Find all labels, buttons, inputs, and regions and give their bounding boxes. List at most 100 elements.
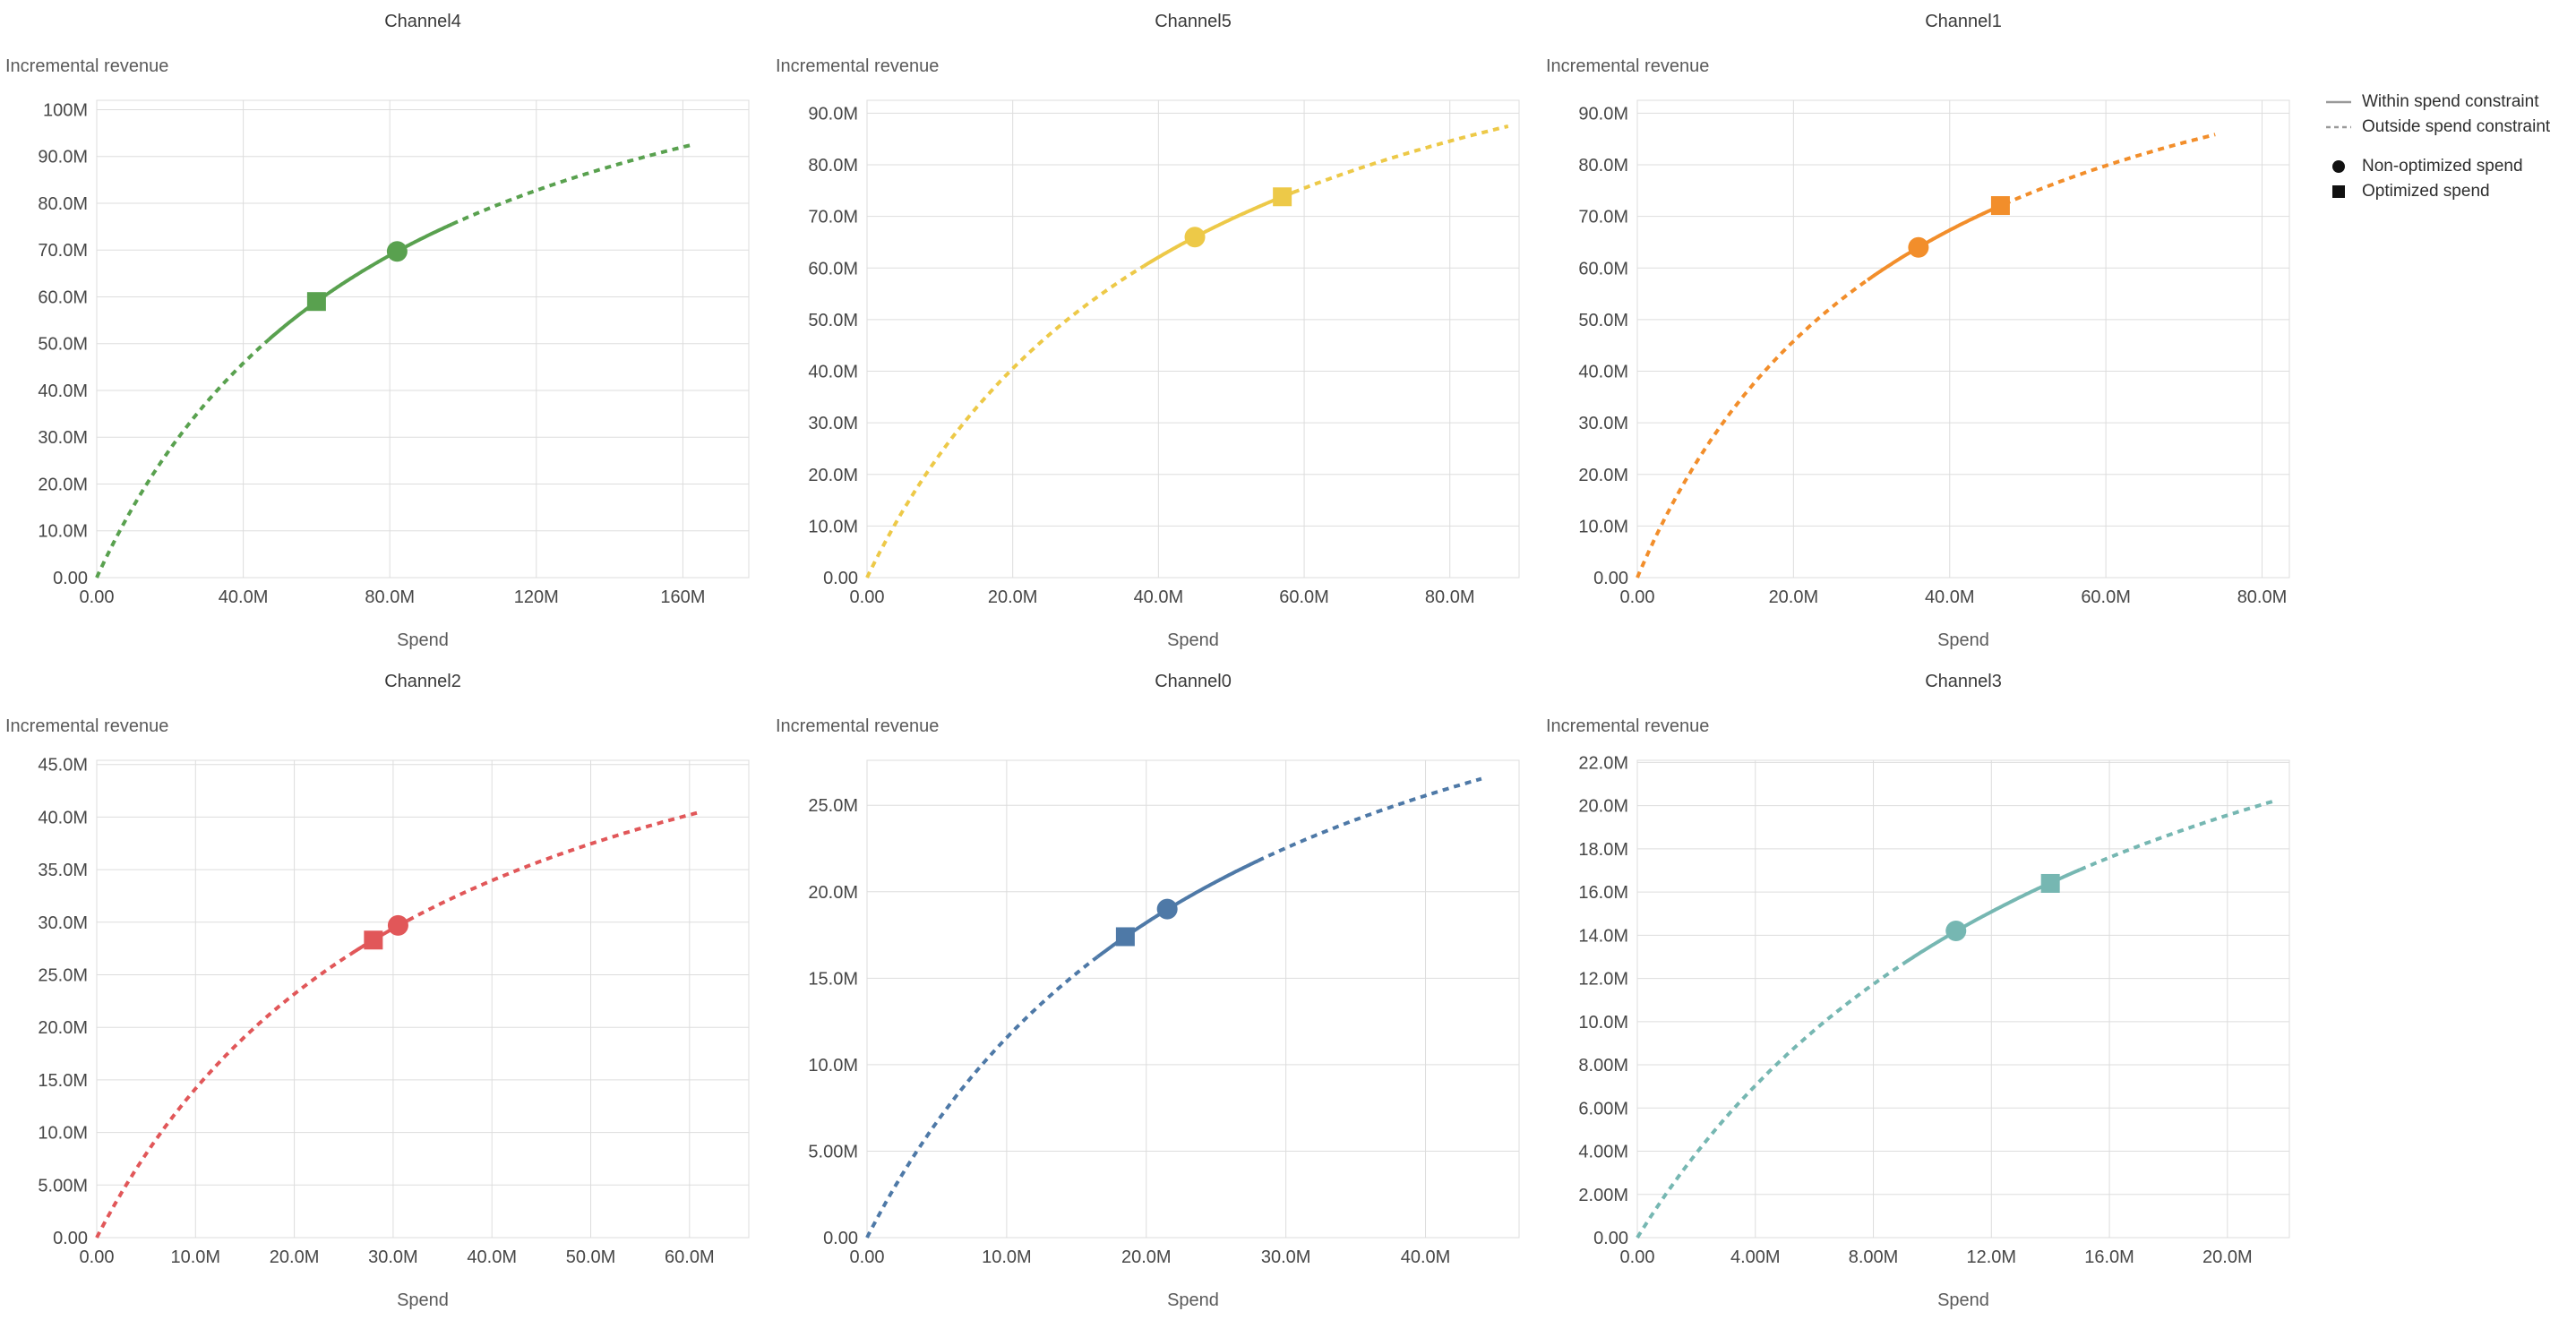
y-tick-label: 30.0M xyxy=(808,414,858,433)
y-tick-label: 22.0M xyxy=(1578,753,1628,773)
plot-border xyxy=(866,759,1520,1239)
y-tick-label: 0.00 xyxy=(53,569,88,588)
legend: Within spend constraint Outside spend co… xyxy=(2311,0,2576,660)
legend-label-within-constraint: Within spend constraint xyxy=(2362,92,2539,111)
x-tick-label: 20.0M xyxy=(1769,587,1819,607)
y-tick-label: 12.0M xyxy=(1578,970,1628,990)
solid-line-icon xyxy=(2326,100,2351,104)
curve-outside-constraint-right xyxy=(451,142,695,227)
y-tick-label: 25.0M xyxy=(808,796,858,816)
optimized-spend-marker xyxy=(1273,187,1292,207)
y-axis-title: Incremental revenue xyxy=(5,716,168,736)
y-tick-label: 2.00M xyxy=(1578,1186,1628,1205)
y-axis-title: Incremental revenue xyxy=(776,56,939,76)
filled-circle-icon xyxy=(2332,160,2345,173)
y-tick-label: 20.0M xyxy=(808,466,858,485)
x-tick-label: 120M xyxy=(514,587,559,607)
y-tick-label: 20.0M xyxy=(1578,797,1628,817)
x-tick-label: 0.00 xyxy=(80,587,115,607)
plot-border xyxy=(96,759,750,1239)
y-tick-label: 90.0M xyxy=(808,104,858,124)
non-optimized-spend-marker xyxy=(1908,236,1929,258)
y-tick-label: 4.00M xyxy=(1578,1143,1628,1162)
chart-svg: 0.00 10.0M 20.0M 30.0M 40.0M 0.00 5.00M 10.0M 15… xyxy=(776,672,1520,1310)
x-tick-label: 4.00M xyxy=(1730,1247,1781,1267)
chart-title: Channel1 xyxy=(1925,12,2002,31)
plot-border xyxy=(1636,99,2290,579)
y-tick-label: 80.0M xyxy=(1578,156,1628,176)
curve-outside-constraint-right xyxy=(1292,124,1509,194)
legend-item-outside-constraint: Outside spend constraint xyxy=(2323,115,2576,140)
circle-sample xyxy=(2332,160,2345,173)
y-tick-label: 0.00 xyxy=(1593,569,1628,588)
curve-outside-constraint-right xyxy=(2079,799,2276,872)
y-tick-label: 10.0M xyxy=(808,517,858,536)
x-tick-label: 30.0M xyxy=(1261,1247,1311,1267)
filled-square-icon xyxy=(2332,185,2345,198)
y-tick-label: 90.0M xyxy=(38,148,88,167)
non-optimized-spend-marker xyxy=(1945,921,1967,942)
y-tick-label: 40.0M xyxy=(38,381,88,401)
x-tick-label: 40.0M xyxy=(1401,1247,1451,1267)
x-tick-label: 20.0M xyxy=(270,1247,320,1267)
optimized-spend-marker xyxy=(1115,927,1135,947)
y-tick-label: 0.00 xyxy=(823,1229,858,1248)
square-sample xyxy=(2332,185,2345,198)
y-tick-label: 14.0M xyxy=(1578,926,1628,946)
non-optimized-spend-marker xyxy=(387,914,408,936)
y-tick-label: 0.00 xyxy=(1593,1229,1628,1248)
x-axis-title: Spend xyxy=(397,1290,449,1310)
non-optimized-spend-marker xyxy=(386,241,408,262)
x-tick-label: 50.0M xyxy=(566,1247,616,1267)
x-axis-title: Spend xyxy=(1937,630,1989,650)
y-tick-label: 10.0M xyxy=(808,1056,858,1076)
x-tick-label: 8.00M xyxy=(1849,1247,1899,1267)
legend-label-non-optimized: Non-optimized spend xyxy=(2362,157,2523,176)
y-tick-label: 50.0M xyxy=(808,311,858,330)
y-tick-label: 70.0M xyxy=(808,208,858,227)
y-tick-label: 10.0M xyxy=(1578,1013,1628,1033)
chart-title: Channel2 xyxy=(384,672,461,691)
plot-border xyxy=(866,99,1520,579)
x-tick-label: 10.0M xyxy=(171,1247,221,1267)
x-tick-label: 40.0M xyxy=(219,587,269,607)
y-tick-label: 30.0M xyxy=(1578,414,1628,433)
x-tick-label: 20.0M xyxy=(988,587,1038,607)
optimized-spend-marker xyxy=(364,930,383,950)
y-tick-label: 0.00 xyxy=(823,569,858,588)
y-axis-title: Incremental revenue xyxy=(1546,56,1709,76)
y-tick-label: 6.00M xyxy=(1578,1099,1628,1119)
chart-panel-2: 0.00 20.0M 40.0M 60.0M 80.0M 0.00 10.0M 20.0M 30… xyxy=(770,0,1541,660)
curve-outside-constraint-left xyxy=(865,264,1146,579)
y-axis-title: Incremental revenue xyxy=(1546,716,1709,736)
y-tick-label: 80.0M xyxy=(38,194,88,214)
chart-panel-4: 0.00 10.0M 20.0M 30.0M 40.0M 50.0M 60.0M 0.00 5.… xyxy=(0,660,770,1320)
x-tick-label: 0.00 xyxy=(1620,587,1655,607)
y-tick-label: 50.0M xyxy=(38,335,88,355)
plot-border xyxy=(1636,759,2290,1239)
y-axis-title: Incremental revenue xyxy=(5,56,168,76)
y-tick-label: 15.0M xyxy=(808,969,858,989)
x-tick-label: 60.0M xyxy=(1279,587,1329,607)
chart-title: Channel0 xyxy=(1155,672,1232,691)
chart-title: Channel4 xyxy=(384,12,461,31)
optimized-spend-marker xyxy=(2040,873,2060,893)
x-tick-label: 0.00 xyxy=(1620,1247,1655,1267)
y-tick-label: 25.0M xyxy=(38,965,88,985)
curve-outside-constraint-left xyxy=(95,338,270,579)
y-tick-label: 35.0M xyxy=(38,861,88,880)
optimized-spend-marker xyxy=(306,292,326,312)
y-tick-label: 10.0M xyxy=(1578,517,1628,536)
curve-outside-constraint-right xyxy=(407,810,700,922)
y-tick-label: 100M xyxy=(43,100,88,120)
x-tick-label: 12.0M xyxy=(1966,1247,2016,1267)
y-tick-label: 20.0M xyxy=(808,883,858,903)
x-tick-label: 16.0M xyxy=(2084,1247,2134,1267)
y-tick-label: 70.0M xyxy=(38,241,88,261)
y-tick-label: 5.00M xyxy=(38,1176,88,1196)
chart-svg: 0.00 40.0M 80.0M 120M 160M 0.00 10.0M 20.0M 30.0… xyxy=(5,12,750,650)
x-axis-title: Spend xyxy=(397,630,449,650)
x-tick-label: 60.0M xyxy=(665,1247,715,1267)
